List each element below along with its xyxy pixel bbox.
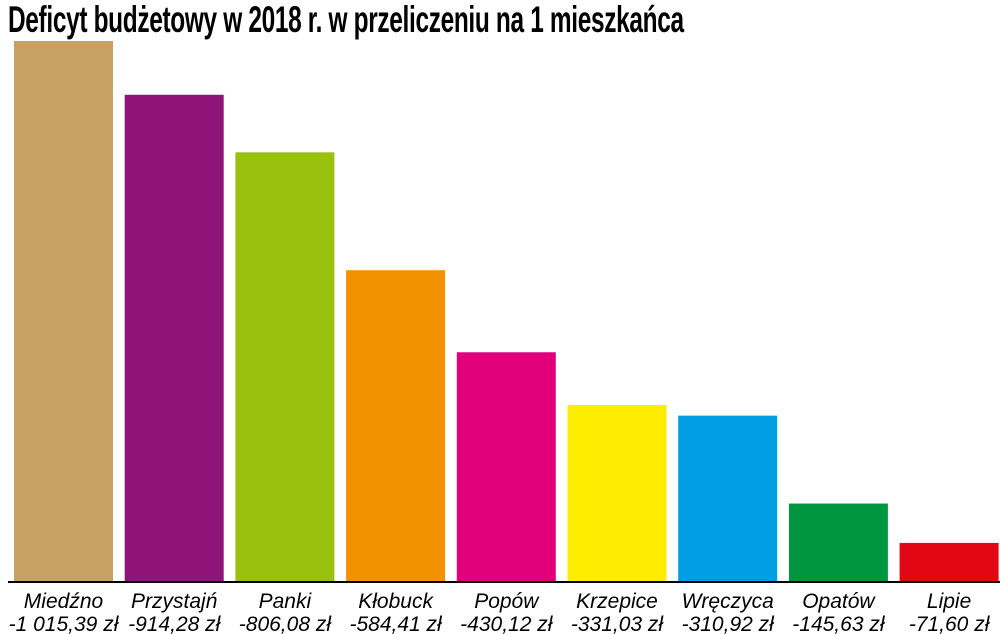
value-label: -331,03 zł (571, 613, 665, 634)
category-label: Krzepice (576, 590, 658, 613)
category-label: Przystajń (131, 590, 217, 613)
value-label: -806,08 zł (239, 613, 333, 634)
category-label: Popów (474, 590, 540, 613)
category-label: Panki (259, 590, 313, 613)
bar-Wręczyca (678, 415, 778, 581)
value-label: -310,92 zł (682, 613, 776, 634)
value-label: -430,12 zł (460, 613, 554, 634)
value-label: -1 015,39 zł (9, 613, 120, 634)
bar-Panki (235, 152, 335, 581)
bar-Krzepice (567, 404, 667, 581)
chart-title: Deficyt budżetowy w 2018 r. w przeliczen… (8, 0, 684, 40)
bar-Przystajń (124, 94, 224, 581)
value-label: -145,63 zł (792, 613, 886, 634)
bar-Popów (456, 352, 556, 581)
bar-Opatów (788, 503, 888, 581)
bar-Lipie (899, 542, 999, 581)
bar-Miedźno (14, 41, 113, 581)
category-label: Kłobuck (358, 590, 434, 613)
category-label: Opatów (802, 590, 876, 613)
value-label: -914,28 zł (128, 613, 222, 634)
value-label: -71,60 zł (909, 613, 991, 634)
category-label: Miedźno (24, 590, 104, 613)
value-label: -584,41 zł (349, 613, 443, 634)
category-label: Wręczyca (682, 590, 774, 613)
bar-Kłobuck (346, 270, 446, 581)
category-label: Lipie (927, 590, 971, 613)
